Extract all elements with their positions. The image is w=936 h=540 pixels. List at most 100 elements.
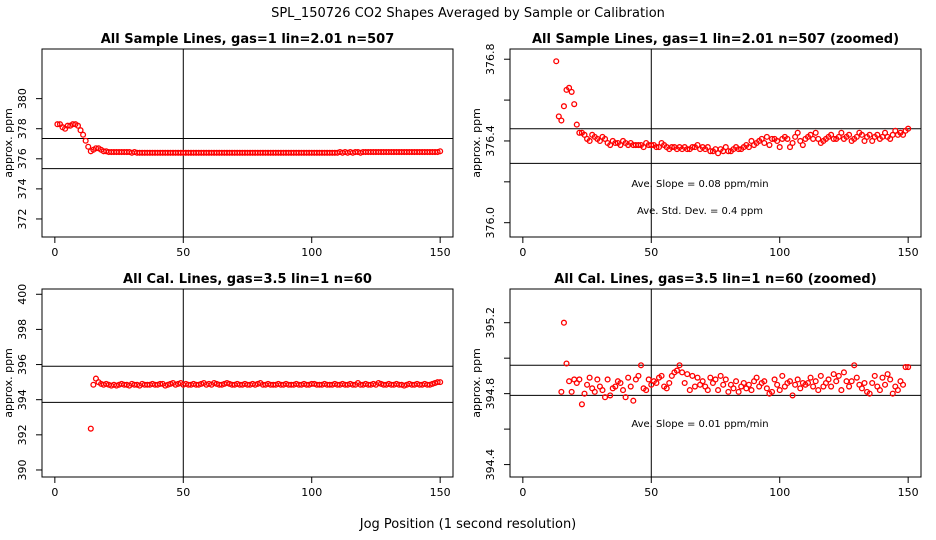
data-point xyxy=(866,131,873,138)
data-point xyxy=(887,135,894,142)
data-point xyxy=(663,385,670,392)
data-point xyxy=(553,58,560,65)
data-point xyxy=(694,374,701,381)
data-point xyxy=(730,385,737,392)
x-tick-label: 100 xyxy=(301,486,322,499)
data-point xyxy=(807,374,814,381)
y-tick-label: 395.2 xyxy=(484,307,497,339)
data-point xyxy=(643,387,650,394)
plot-frame xyxy=(41,48,454,238)
data-point xyxy=(630,397,637,404)
x-tick-label: 50 xyxy=(176,246,190,259)
data-point xyxy=(807,131,814,138)
data-point xyxy=(707,148,714,155)
x-tick-label: 0 xyxy=(51,246,58,259)
data-point xyxy=(437,379,444,386)
data-point xyxy=(869,379,876,387)
data-point xyxy=(612,383,619,390)
data-point xyxy=(64,122,71,129)
data-point xyxy=(794,129,801,136)
data-point xyxy=(684,371,691,378)
data-point xyxy=(835,372,842,379)
data-point xyxy=(828,131,835,138)
data-point xyxy=(725,148,732,155)
data-point xyxy=(779,372,786,379)
data-point xyxy=(586,137,593,145)
data-point xyxy=(784,135,791,142)
data-point xyxy=(861,137,868,145)
data-point xyxy=(717,372,724,379)
data-point xyxy=(720,381,727,388)
data-point xyxy=(676,362,683,369)
data-point xyxy=(753,374,760,381)
data-point xyxy=(54,121,61,128)
data-point xyxy=(599,387,606,394)
data-point xyxy=(80,131,87,138)
panel-sample-lines: All Sample Lines, gas=1 lin=2.01 n=507 0 5… xyxy=(2,32,454,259)
data-point xyxy=(625,374,632,381)
data-point xyxy=(666,379,673,387)
data-point xyxy=(684,146,691,153)
plot-frame xyxy=(509,48,922,238)
data-point xyxy=(566,378,573,385)
data-point xyxy=(786,378,794,385)
y-tick-label: 394.4 xyxy=(484,449,497,481)
data-point xyxy=(812,378,819,385)
x-tick-label: 100 xyxy=(769,486,790,499)
data-point xyxy=(851,362,858,369)
x-tick-label: 150 xyxy=(898,486,919,499)
data-point xyxy=(560,319,567,326)
panel-cal-lines-zoomed: All Cal. Lines, gas=3.5 lin=1 n=60 (zoom… xyxy=(470,272,922,499)
data-point xyxy=(596,137,603,145)
data-point xyxy=(789,139,796,147)
data-point xyxy=(725,388,732,395)
data-point xyxy=(704,387,711,394)
data-point xyxy=(581,390,588,397)
data-point xyxy=(555,113,562,120)
data-point xyxy=(876,387,883,394)
data-point xyxy=(640,144,647,151)
data-point xyxy=(830,135,837,142)
y-axis-label: approx. ppm xyxy=(2,348,15,418)
data-point xyxy=(774,137,781,145)
data-point xyxy=(905,125,912,132)
plot-frame xyxy=(41,288,454,478)
data-point xyxy=(828,383,835,390)
data-point xyxy=(887,376,894,383)
data-point xyxy=(838,129,845,136)
data-point xyxy=(789,392,796,399)
figure-title: SPL_150726 CO2 Shapes Averaged by Sample… xyxy=(271,6,665,21)
data-point xyxy=(768,135,776,142)
data-point xyxy=(722,376,729,383)
x-tick-label: 50 xyxy=(176,486,190,499)
y-tick-label: 400 xyxy=(16,284,29,305)
data-point xyxy=(681,379,688,387)
x-tick-label: 0 xyxy=(51,486,58,499)
data-point xyxy=(712,376,719,383)
x-tick-label: 50 xyxy=(644,486,658,499)
data-point xyxy=(871,372,878,379)
y-tick-label: 394.8 xyxy=(484,378,497,410)
data-point xyxy=(830,371,837,378)
data-point xyxy=(576,376,583,383)
data-point xyxy=(607,141,614,149)
data-point xyxy=(704,144,711,151)
data-point xyxy=(761,378,768,385)
data-point xyxy=(899,131,907,138)
x-tick-label: 50 xyxy=(644,246,658,259)
data-point xyxy=(874,131,881,138)
data-point xyxy=(69,121,76,128)
data-point xyxy=(846,383,853,390)
data-point xyxy=(745,381,752,388)
data-point xyxy=(571,101,578,108)
data-point xyxy=(840,369,847,376)
data-point xyxy=(594,376,601,383)
data-point xyxy=(766,141,773,149)
data-point xyxy=(905,363,912,371)
panel-title: All Sample Lines, gas=1 lin=2.01 n=507 xyxy=(101,32,395,47)
data-point xyxy=(794,376,801,383)
x-tick-label: 150 xyxy=(430,246,451,259)
data-point xyxy=(797,137,804,145)
data-point xyxy=(617,141,624,149)
data-point xyxy=(157,380,164,387)
